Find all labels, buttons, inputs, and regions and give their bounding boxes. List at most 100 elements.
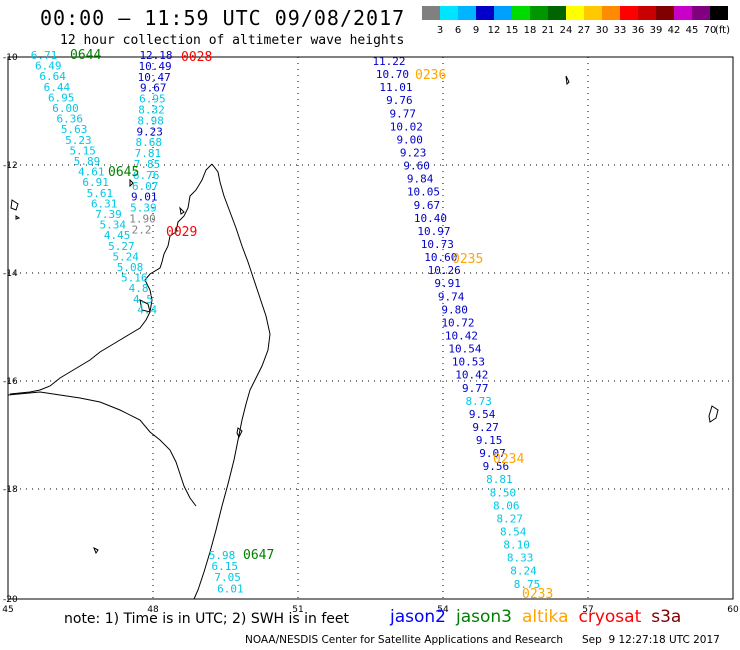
wave-height-label: 8.33 xyxy=(507,552,534,565)
wave-height-label: 8.32 xyxy=(138,104,165,117)
wave-height-label: 9.00 xyxy=(396,133,423,146)
pass-id-label: 0234 xyxy=(493,452,524,467)
wave-height-label: 8.10 xyxy=(503,539,530,552)
wave-height-label: 9.07 xyxy=(479,447,506,460)
wave-height-label: 6.95 xyxy=(48,91,75,104)
altimeter-tracks: 6.716.496.646.446.956.006.365.635.235.15… xyxy=(31,49,541,595)
colorbar-swatch xyxy=(710,6,728,20)
wave-height-label: 8.06 xyxy=(493,499,520,512)
colorbar-tick: 15 xyxy=(506,25,519,36)
legend-item-jason3: jason3 xyxy=(456,607,512,627)
wave-height-label: 8.27 xyxy=(497,513,524,526)
pass-id-label: 0029 xyxy=(166,225,197,240)
wave-height-label: 6.31 xyxy=(91,197,118,210)
plot-frame xyxy=(7,56,734,600)
wave-height-label: 7.81 xyxy=(135,147,162,160)
colorbar-tick: 3 xyxy=(437,25,443,36)
wave-height-label: 6.07 xyxy=(132,180,159,193)
madagascar-coastline xyxy=(9,163,271,600)
wave-height-label: 6.95 xyxy=(139,93,166,106)
colorbar-swatch xyxy=(638,6,656,20)
colorbar-unit: (ft) xyxy=(715,25,730,36)
colorbar-tick: 24 xyxy=(560,25,573,36)
wave-height-label: 9.01 xyxy=(131,191,158,204)
wave-height-label: 8.24 xyxy=(510,565,537,578)
pass-id-label: 0028 xyxy=(181,50,212,65)
colorbar-swatch xyxy=(512,6,530,20)
wave-height-label: 4.61 xyxy=(78,166,105,179)
page-subtitle: 12 hour collection of altimeter wave hei… xyxy=(60,33,405,48)
pass-labels: 0644 0645 0647 0028 0029 0236 0235 0234 0233 xyxy=(70,48,553,602)
wave-height-label: 4.4 xyxy=(137,303,157,316)
wave-height-label: 9.91 xyxy=(434,277,461,290)
colorbar-swatch xyxy=(548,6,566,20)
x-tick-label: 54 xyxy=(437,605,449,615)
pass-id-label: 0235 xyxy=(452,252,483,267)
colorbar-tick: 9 xyxy=(473,25,479,36)
colorbar-swatch xyxy=(422,6,440,20)
pass-id-label: 0647 xyxy=(243,548,274,563)
colorbar-tick: 6 xyxy=(455,25,461,36)
wave-height-label: 8.50 xyxy=(490,486,517,499)
wave-height-label: 10.60 xyxy=(424,251,457,264)
page-title: 00:00 — 11:59 UTC 09/08/2017 xyxy=(40,6,406,30)
colorbar-tick: 39 xyxy=(650,25,663,36)
wave-height-label: 4.8 xyxy=(129,282,149,295)
wave-height-label: 8.73 xyxy=(465,395,492,408)
legend-item-cryosat: cryosat xyxy=(578,607,642,627)
colorbar-tick: 36 xyxy=(632,25,645,36)
wave-height-label: 10.72 xyxy=(441,316,474,329)
y-tick-label: -16 xyxy=(3,377,18,387)
wave-height-label: 9.15 xyxy=(476,434,503,447)
legend-item-s3a: s3a xyxy=(651,607,682,627)
wave-height-label: 6.71 xyxy=(31,49,58,62)
colorbar-tick: 33 xyxy=(614,25,627,36)
pass-id-label: 0236 xyxy=(415,68,446,83)
y-tick-label: -10 xyxy=(3,53,18,63)
wave-height-label: 10.73 xyxy=(421,238,454,251)
wave-height-label: 10.49 xyxy=(139,60,172,73)
wave-height-label: 9.76 xyxy=(386,94,413,107)
wave-height-label: 8.68 xyxy=(136,136,163,149)
colorbar-swatch xyxy=(476,6,494,20)
colorbar-swatch xyxy=(602,6,620,20)
wave-height-label: 5.23 xyxy=(65,134,92,147)
wave-height-label: 5.39 xyxy=(130,202,157,215)
x-tick-label: 57 xyxy=(582,605,593,615)
wave-height-label: 9.27 xyxy=(472,421,499,434)
wave-height-label: 7.05 xyxy=(214,571,241,584)
wave-height-label: 7.39 xyxy=(95,208,122,221)
colorbar-swatch xyxy=(584,6,602,20)
wave-height-label: 5.34 xyxy=(100,219,127,232)
wave-height-label: 5.08 xyxy=(117,261,144,274)
wave-height-label: 9.23 xyxy=(136,125,163,138)
wave-height-label: 6.64 xyxy=(39,70,66,83)
wave-height-label: 9.60 xyxy=(403,160,430,173)
wave-height-label: 10.70 xyxy=(376,68,409,81)
wave-height-label: 7.85 xyxy=(134,158,161,171)
wave-height-label: 9.77 xyxy=(390,107,417,120)
colorbar-tick: 30 xyxy=(596,25,609,36)
wave-height-label: 9.67 xyxy=(140,82,167,95)
wave-height-label: 5.98 xyxy=(209,549,236,562)
wave-height-label: 5.63 xyxy=(61,123,88,136)
wave-height-label: 11.01 xyxy=(379,81,412,94)
pass-id-label: 0644 xyxy=(70,48,101,63)
wave-height-label: 10.42 xyxy=(455,369,488,382)
wave-height-label: 10.40 xyxy=(414,212,447,225)
wave-height-label: 2.2 xyxy=(132,223,152,236)
wave-height-label: 9.74 xyxy=(438,290,465,303)
pass-id-label: 0645 xyxy=(108,165,139,180)
wave-height-label: 8.81 xyxy=(486,473,513,486)
legend-item-jason2: jason2 xyxy=(390,607,446,627)
colorbar-tick: 42 xyxy=(668,25,681,36)
wave-height-label: 5.89 xyxy=(74,155,101,168)
x-tick-label: 60 xyxy=(727,605,739,615)
wave-height-label: 10.53 xyxy=(452,356,485,369)
wave-height-label: 12.18 xyxy=(139,49,172,62)
y-tick-label: -12 xyxy=(3,161,18,171)
wave-height-label: 6.44 xyxy=(44,81,71,94)
y-tick-label: -18 xyxy=(3,485,18,495)
pass-id-label: 0233 xyxy=(522,587,553,602)
